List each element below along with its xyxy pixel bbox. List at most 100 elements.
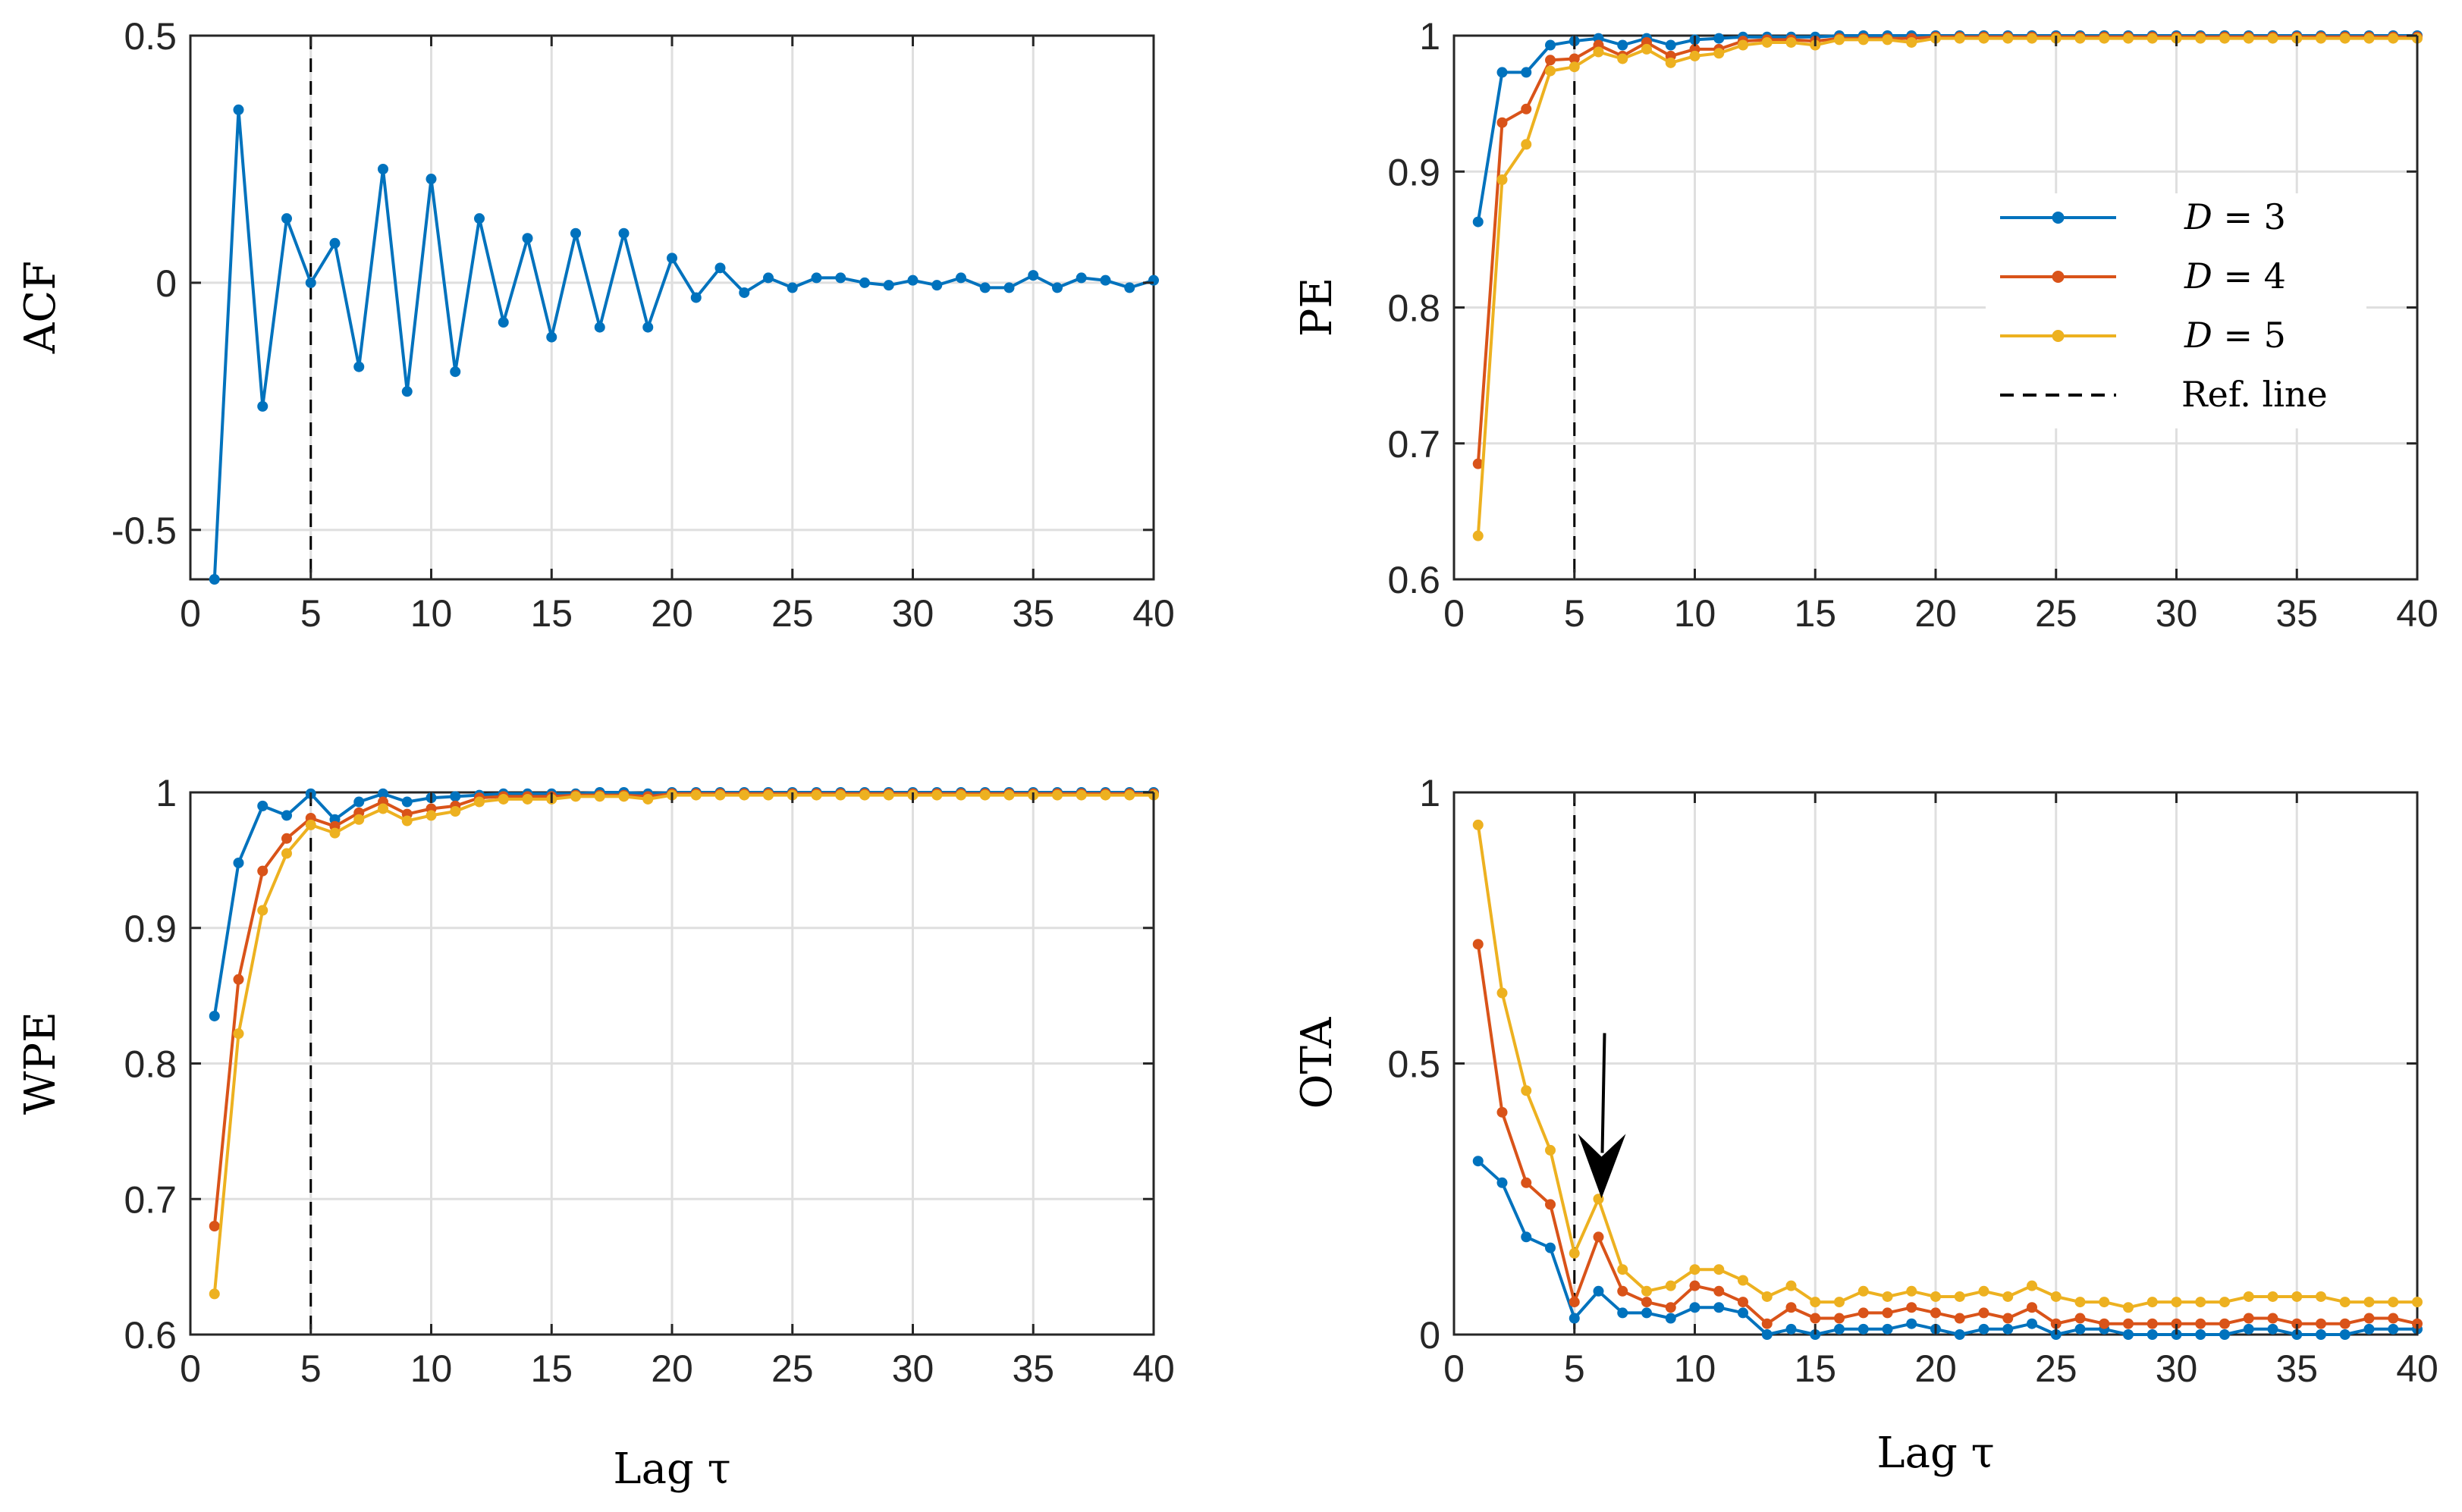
acf-point-0-40: [1148, 274, 1159, 286]
legend-marker-0: [2052, 212, 2065, 224]
wpe-xtick-label-5: 5: [300, 1347, 322, 1390]
pe-point-2-36: [2316, 33, 2326, 44]
ota-point-0-3: [1521, 1231, 1532, 1243]
pe-point-2-12: [1738, 39, 1748, 51]
wpe-ytick-label-3: 0.9: [124, 908, 177, 950]
wpe-grid: [190, 792, 1154, 1335]
pe-marks: [1472, 30, 2423, 579]
ota-point-1-34: [2267, 1313, 2278, 1324]
ota-point-1-9: [1665, 1302, 1676, 1313]
wpe-point-2-5: [305, 819, 316, 830]
ota-point-0-24: [2027, 1318, 2037, 1329]
wpe-ticks: 0 5 10 15 20 25 30 35 40 0.6 0.7 0.8 0.9 1: [124, 772, 1174, 1390]
pe-xtick-label-10: 10: [1674, 592, 1716, 635]
ota-point-0-32: [2219, 1329, 2230, 1340]
ota-point-2-16: [1834, 1297, 1845, 1308]
ota-point-1-25: [2050, 1318, 2062, 1329]
ota-point-1-15: [1810, 1313, 1821, 1324]
ota-point-0-14: [1785, 1323, 1797, 1335]
wpe-point-2-34: [1003, 789, 1015, 801]
pe-point-2-16: [1834, 34, 1845, 45]
pe-xtick-label-20: 20: [1914, 592, 1957, 635]
ota-point-1-2: [1496, 1106, 1508, 1118]
pe-point-2-18: [1882, 34, 1893, 45]
ota-point-2-22: [1978, 1285, 1989, 1297]
ota-point-0-18: [1882, 1323, 1893, 1335]
pe-point-2-33: [2243, 33, 2254, 44]
acf-point-0-19: [642, 322, 654, 333]
pe-ytick-label-0: 0.6: [1387, 559, 1440, 601]
acf-point-0-34: [1003, 282, 1015, 293]
ota-point-1-23: [2002, 1313, 2014, 1324]
ota-point-0-37: [2339, 1329, 2351, 1340]
ota-series-line-2: [1476, 824, 2417, 1310]
pe-xtick-label-40: 40: [2396, 592, 2438, 635]
ota-ticks: 0 5 10 15 20 25 30 35 40 0 0.5 1: [1387, 772, 2438, 1390]
acf-point-0-15: [546, 331, 557, 343]
wpe-point-2-6: [329, 827, 341, 839]
ota-ytick-label-0: 0: [1419, 1314, 1440, 1357]
ota-point-2-5: [1569, 1247, 1580, 1259]
legend-marker-1: [2052, 271, 2065, 283]
wpe-point-2-7: [353, 814, 365, 825]
acf-point-0-11: [450, 366, 461, 378]
acf-point-0-20: [667, 253, 677, 264]
ota-point-2-26: [2074, 1297, 2086, 1308]
wpe-point-2-8: [378, 803, 388, 814]
ota-point-0-5: [1569, 1313, 1580, 1324]
pe-point-2-6: [1593, 46, 1604, 58]
ota-point-0-38: [2363, 1323, 2375, 1335]
ota-xtick-label-20: 20: [1914, 1347, 1957, 1390]
acf-point-0-13: [498, 317, 509, 328]
wpe-point-1-1: [209, 1221, 220, 1231]
ota-point-2-25: [2050, 1291, 2062, 1302]
pe-xtick-label-35: 35: [2275, 592, 2318, 635]
acf-ticks: 0 5 10 15 20 25 30 35 40-0.500.5: [111, 15, 1175, 635]
ota-point-1-14: [1785, 1302, 1797, 1313]
wpe-point-2-22: [714, 789, 726, 801]
wpe-point-2-32: [956, 789, 966, 801]
acf-panel: 0 5 10 15 20 25 30 35 40-0.500.5 ACF: [16, 15, 1175, 635]
ota-point-1-21: [1954, 1313, 1965, 1324]
ota-point-2-28: [2123, 1302, 2134, 1313]
ota-point-1-33: [2243, 1313, 2254, 1324]
acf-xtick-label-20: 20: [651, 592, 693, 635]
pe-point-2-11: [1713, 48, 1725, 59]
ota-point-1-17: [1857, 1307, 1869, 1319]
wpe-xtick-label-30: 30: [892, 1347, 934, 1390]
wpe-ylabel: WPE: [16, 1012, 65, 1115]
wpe-point-2-17: [594, 791, 605, 802]
ota-point-0-4: [1545, 1242, 1556, 1253]
pe-point-2-28: [2123, 33, 2134, 44]
ota-point-1-13: [1761, 1318, 1773, 1329]
acf-point-0-10: [426, 174, 437, 185]
ota-point-0-2: [1496, 1177, 1508, 1188]
ota-point-2-31: [2195, 1297, 2206, 1308]
ota-xtick-label-5: 5: [1564, 1347, 1585, 1390]
ota-point-1-26: [2074, 1313, 2086, 1324]
ota-ylabel: OTA: [1292, 1017, 1342, 1109]
acf-point-0-32: [956, 272, 966, 284]
acf-point-0-38: [1100, 274, 1111, 286]
wpe-point-2-12: [474, 796, 485, 808]
acf-point-0-21: [690, 292, 702, 303]
ota-ytick-label-2: 1: [1419, 772, 1440, 814]
ota-xtick-label-30: 30: [2156, 1347, 2198, 1390]
acf-point-0-14: [522, 233, 533, 244]
ota-point-2-38: [2363, 1297, 2375, 1308]
ota-point-2-32: [2219, 1297, 2230, 1308]
wpe-point-2-39: [1124, 789, 1135, 801]
ota-point-2-34: [2267, 1291, 2278, 1302]
pe-point-0-7: [1617, 39, 1628, 51]
acf-ytick-label-1: 0: [155, 262, 177, 305]
wpe-point-1-3: [257, 865, 268, 877]
ota-point-0-31: [2195, 1329, 2206, 1340]
acf-ytick-label-0: -0.5: [111, 510, 177, 552]
wpe-point-2-11: [450, 806, 461, 817]
ota-point-2-4: [1545, 1144, 1556, 1156]
pe-point-0-3: [1521, 67, 1532, 78]
pe-point-1-5: [1569, 53, 1580, 64]
pe-xtick-label-0: 0: [1443, 592, 1465, 635]
ota-point-2-11: [1713, 1264, 1725, 1275]
ota-point-2-10: [1689, 1264, 1700, 1275]
